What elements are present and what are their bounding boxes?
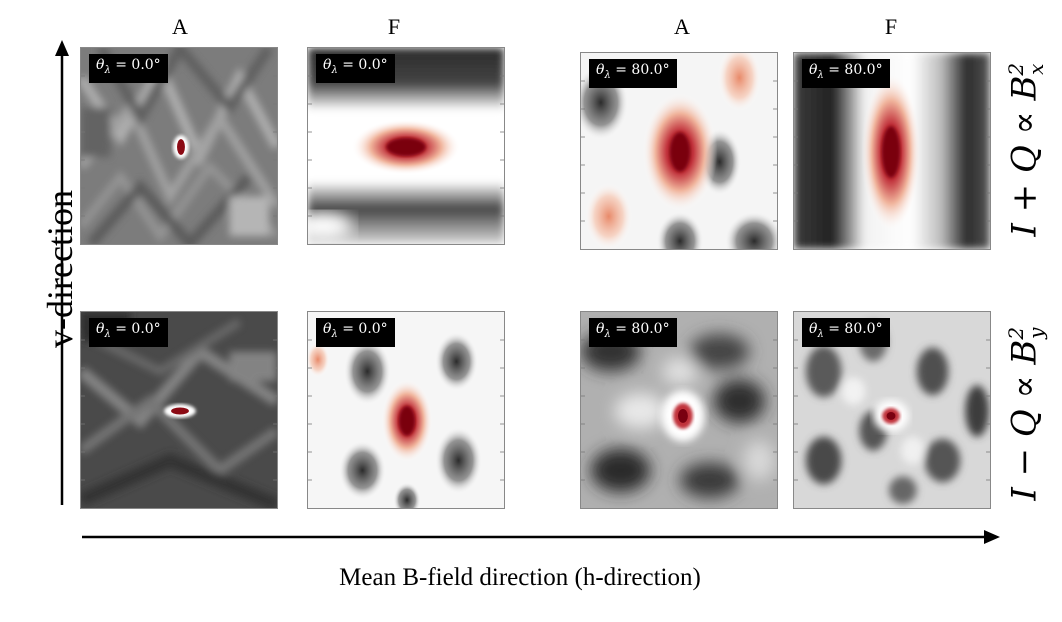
panel-bottom-a-80deg: θλ = 80.0°	[580, 311, 778, 509]
panel-bottom-f-0deg: θλ = 0.0°	[307, 311, 505, 509]
noise-map-image	[581, 53, 777, 249]
horizontal-arrowhead	[984, 530, 1000, 544]
column-label-f-right: F	[884, 14, 898, 39]
panel-bottom-f-80deg: θλ = 80.0°	[793, 311, 991, 509]
theta-tag: θλ = 0.0°	[89, 318, 168, 347]
noise-map-image	[81, 48, 277, 244]
panel-bottom-a-0deg: θλ = 0.0°	[80, 311, 278, 509]
column-label-f-left: F	[387, 14, 401, 39]
panel-top-f-0deg: θλ = 0.0°	[307, 47, 505, 245]
theta-tag: θλ = 80.0°	[802, 318, 890, 347]
theta-tag: θλ = 0.0°	[316, 54, 395, 83]
theta-tag: θλ = 0.0°	[316, 318, 395, 347]
theta-tag: θλ = 80.0°	[589, 318, 677, 347]
theta-tag: θλ = 0.0°	[89, 54, 168, 83]
model-map-image	[794, 53, 990, 249]
vertical-arrowhead	[55, 40, 69, 56]
panel-top-f-80deg: θλ = 80.0°	[793, 52, 991, 250]
vertical-axis-label: v-direction	[40, 190, 80, 348]
panel-top-a-0deg: θλ = 0.0°	[80, 47, 278, 245]
theta-tag: θλ = 80.0°	[589, 59, 677, 88]
horizontal-axis-label: Mean B-field direction (h-direction)	[339, 564, 701, 591]
column-label-a-right: A	[674, 14, 690, 39]
panel-top-a-80deg: θλ = 80.0°	[580, 52, 778, 250]
theta-tag: θλ = 80.0°	[802, 59, 890, 88]
column-label-a-left: A	[172, 14, 188, 39]
noise-map-image	[581, 312, 777, 508]
